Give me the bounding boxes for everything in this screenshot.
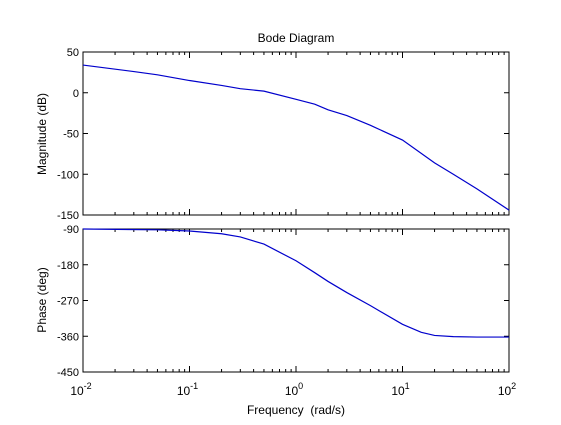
magnitude-y-tick-label: 50 bbox=[67, 47, 79, 59]
phase-y-axis-label: Phase (deg) bbox=[35, 267, 49, 332]
phase-y-tick-label: -270 bbox=[57, 296, 79, 308]
x-tick-label: 10-1 bbox=[177, 381, 198, 398]
magnitude-ticks bbox=[82, 51, 509, 216]
x-tick-label: 100 bbox=[285, 381, 303, 398]
magnitude-curve bbox=[82, 64, 510, 211]
magnitude-axes-box bbox=[82, 51, 510, 216]
chart-title: Bode Diagram bbox=[258, 31, 335, 45]
phase-ticks bbox=[82, 228, 509, 373]
phase-y-tick-label: -360 bbox=[57, 331, 79, 343]
phase-curve bbox=[82, 228, 509, 338]
magnitude-panel: 50 0 -50 -100 -150 Magnitude (dB) bbox=[35, 47, 510, 222]
magnitude-y-tick-labels: 50 0 -50 -100 -150 bbox=[57, 47, 79, 222]
x-tick-label: 102 bbox=[498, 381, 516, 398]
phase-y-tick-label: -180 bbox=[57, 260, 79, 272]
phase-y-tick-labels: -90 -180 -270 -360 -450 bbox=[57, 224, 79, 379]
phase-y-tick-label: -450 bbox=[57, 367, 79, 379]
x-tick-label: 10-2 bbox=[70, 381, 91, 398]
magnitude-y-tick-label: -50 bbox=[63, 129, 79, 141]
phase-y-tick-label: -90 bbox=[63, 224, 79, 236]
x-tick-label: 101 bbox=[391, 381, 409, 398]
phase-axes-box bbox=[82, 228, 510, 373]
magnitude-y-tick-label: 0 bbox=[73, 88, 79, 100]
x-axis-label: Frequency (rad/s) bbox=[247, 403, 345, 417]
x-tick-labels: 10-2 10-1 100 101 102 bbox=[70, 381, 516, 398]
magnitude-y-axis-label: Magnitude (dB) bbox=[35, 93, 49, 175]
magnitude-y-tick-label: -150 bbox=[57, 210, 79, 222]
magnitude-y-tick-label: -100 bbox=[57, 169, 79, 181]
phase-panel: -90 -180 -270 -360 -450 Phase (deg) bbox=[35, 224, 510, 379]
